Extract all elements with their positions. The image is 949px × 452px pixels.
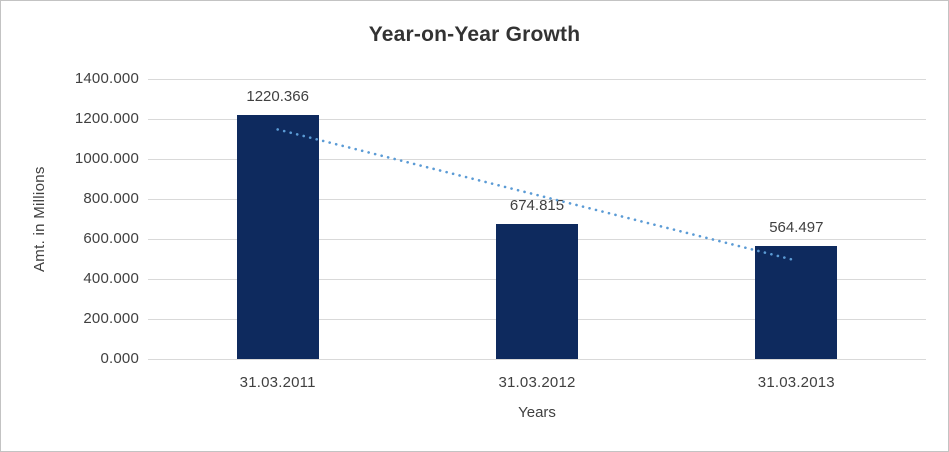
chart-title: Year-on-Year Growth xyxy=(368,23,581,46)
bar-data-label: 674.815 xyxy=(509,197,565,215)
plot-area: 1220.366 674.815 564.497 xyxy=(148,78,926,360)
gridline xyxy=(148,78,926,80)
y-tick-label: 1400.000 xyxy=(74,70,139,87)
x-tick-label: 31.03.2012 xyxy=(498,374,576,391)
bar-data-label: 564.497 xyxy=(769,219,824,237)
gridline xyxy=(148,118,926,120)
y-tick-label: 200.000 xyxy=(83,310,139,327)
x-tick-label: 31.03.2011 xyxy=(239,374,316,391)
bar xyxy=(236,114,319,359)
bar-data-label: 1220.366 xyxy=(246,87,309,105)
y-tick-label: 600.000 xyxy=(83,230,139,247)
bar xyxy=(496,224,578,359)
gridline xyxy=(148,358,926,360)
x-tick-label: 31.03.2013 xyxy=(757,374,835,391)
y-tick-label: 1000.000 xyxy=(74,150,139,167)
y-tick-label: 400.000 xyxy=(83,270,139,287)
y-tick-label: 800.000 xyxy=(83,190,139,207)
bar xyxy=(755,246,838,359)
x-axis-title: Years xyxy=(518,404,556,421)
y-tick-label: 1200.000 xyxy=(74,110,139,127)
y-tick-label: 0.000 xyxy=(100,350,139,367)
